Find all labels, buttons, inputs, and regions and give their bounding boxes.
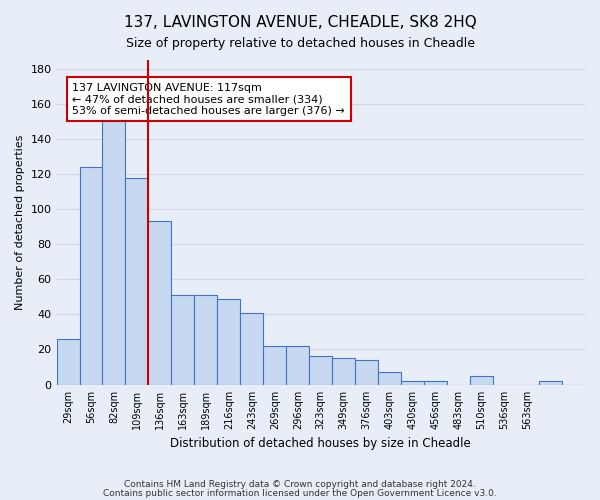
Bar <box>125 178 148 384</box>
Text: 137 LAVINGTON AVENUE: 117sqm
← 47% of detached houses are smaller (334)
53% of s: 137 LAVINGTON AVENUE: 117sqm ← 47% of de… <box>73 82 345 116</box>
Bar <box>401 381 424 384</box>
Text: 137, LAVINGTON AVENUE, CHEADLE, SK8 2HQ: 137, LAVINGTON AVENUE, CHEADLE, SK8 2HQ <box>124 15 476 30</box>
Bar <box>194 295 217 384</box>
Bar <box>56 339 80 384</box>
Bar <box>172 295 194 384</box>
Bar <box>355 360 378 384</box>
Bar <box>378 372 401 384</box>
Text: Size of property relative to detached houses in Cheadle: Size of property relative to detached ho… <box>125 38 475 51</box>
Bar <box>80 167 103 384</box>
Bar <box>332 358 355 384</box>
Bar <box>424 381 447 384</box>
Bar <box>286 346 309 385</box>
Text: Contains public sector information licensed under the Open Government Licence v3: Contains public sector information licen… <box>103 489 497 498</box>
Y-axis label: Number of detached properties: Number of detached properties <box>15 134 25 310</box>
Text: Contains HM Land Registry data © Crown copyright and database right 2024.: Contains HM Land Registry data © Crown c… <box>124 480 476 489</box>
Bar <box>539 381 562 384</box>
Bar <box>217 298 241 384</box>
Bar <box>263 346 286 385</box>
X-axis label: Distribution of detached houses by size in Cheadle: Distribution of detached houses by size … <box>170 437 471 450</box>
Bar <box>241 312 263 384</box>
Bar <box>470 376 493 384</box>
Bar <box>148 222 172 384</box>
Bar <box>309 356 332 384</box>
Bar <box>103 122 125 384</box>
